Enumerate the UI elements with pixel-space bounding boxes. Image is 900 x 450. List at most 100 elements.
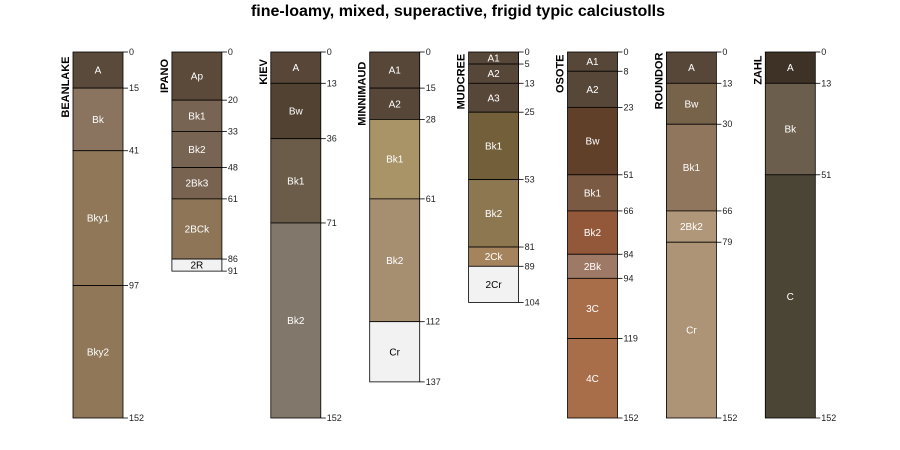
horizon-block: [369, 198, 421, 323]
horizon-block: [567, 253, 618, 279]
horizon-label: A: [292, 63, 299, 74]
horizon-label: Bk2: [584, 228, 602, 239]
depth-label: 152: [129, 413, 144, 423]
horizon-label: Bky1: [87, 214, 110, 225]
horizon-block: [72, 285, 124, 419]
depth-label: 33: [228, 126, 238, 136]
horizon-block: [764, 174, 816, 419]
horizon-label: Bk1: [386, 155, 404, 166]
horizon-label: A2: [389, 99, 402, 110]
horizon-label: Bk1: [683, 163, 701, 174]
depth-label: 48: [228, 163, 238, 173]
horizon-label: Bky2: [87, 347, 110, 358]
horizon-label: A: [95, 66, 102, 77]
horizon-label: Bk2: [386, 256, 404, 267]
depth-label: 0: [228, 47, 233, 57]
depth-label: 0: [624, 47, 629, 57]
horizon-block: [171, 198, 223, 260]
horizon-label: A2: [586, 85, 599, 96]
depth-label: 104: [525, 297, 540, 307]
depth-label: 0: [129, 47, 134, 57]
depth-label: 84: [624, 249, 634, 259]
profile-name: OSOTE: [555, 54, 567, 93]
horizon-block: [171, 99, 223, 132]
soil-profile: A 0 Bk 13 C 51 152 ZAHL: [752, 47, 836, 423]
depth-label: 94: [624, 273, 634, 283]
profile-name: BEANLAKE: [60, 56, 72, 117]
horizon-block: [369, 119, 421, 200]
depth-label: 30: [722, 119, 732, 129]
horizon-block: [72, 87, 124, 152]
horizon-label: 2Bk2: [680, 222, 703, 233]
horizon-label: Cr: [389, 347, 400, 358]
horizon-block: [468, 179, 520, 248]
soil-profile: A1 0 A2 8 Bw 23 Bk1 51 Bk2 66 2Bk 84 3C 94 4C 119 152 OSO…: [555, 47, 639, 423]
horizon-label: Bw: [289, 106, 304, 117]
profile-name: KIEV: [258, 58, 270, 84]
horizon-block: [72, 51, 124, 89]
horizon-block: [468, 265, 520, 303]
depth-label: 89: [525, 261, 535, 271]
horizon-label: 2Bk: [584, 262, 602, 273]
horizon-label: Ap: [191, 72, 204, 83]
horizon-block: [567, 277, 618, 339]
horizon-block: [270, 51, 322, 84]
profile-name: MINNIMAUD: [357, 62, 369, 126]
horizon-label: Bk: [92, 115, 105, 126]
depth-label: 28: [426, 114, 436, 124]
depth-label: 20: [228, 95, 238, 105]
horizon-block: [567, 174, 618, 212]
depth-label: 152: [722, 413, 737, 423]
depth-label: 13: [327, 78, 337, 88]
depth-label: 79: [722, 237, 732, 247]
horizon-label: 2BCk: [185, 224, 210, 235]
horizon-label: A1: [586, 57, 599, 68]
horizon-label: Bk2: [287, 316, 305, 327]
horizon-label: Bk1: [188, 111, 206, 122]
horizon-block: [468, 82, 520, 113]
horizon-label: Bk2: [485, 209, 503, 220]
horizon-block: [764, 51, 816, 84]
horizon-block: [666, 51, 717, 84]
horizon-label: 2Ck: [485, 252, 504, 263]
horizon-block: [567, 70, 618, 108]
horizon-block: [72, 150, 124, 286]
depth-label: 25: [525, 107, 535, 117]
horizon-label: Bk1: [287, 176, 305, 187]
horizon-block: [567, 338, 618, 419]
depth-label: 152: [327, 413, 342, 423]
depth-label: 119: [624, 334, 638, 344]
horizon-block: [171, 167, 223, 200]
horizon-block: [468, 111, 520, 181]
depth-label: 61: [426, 194, 436, 204]
depth-label: 15: [426, 83, 436, 93]
horizon-label: A1: [389, 66, 402, 77]
depth-label: 13: [821, 78, 831, 88]
horizon-block: [369, 51, 421, 89]
horizon-label: Bk2: [188, 145, 206, 156]
soil-profile: A1 0 A2 5 A3 13 Bk1 25 Bk2 53 2Ck 81 2Cr 89 104 MUDCREE: [456, 47, 540, 307]
depth-label: 0: [722, 47, 727, 57]
horizon-block: [171, 51, 223, 101]
profile-name: MUDCREE: [456, 54, 468, 110]
soil-profile: A1 0 A2 15 Bk1 28 Bk2 61 Cr 112 137 MINNIMAUD: [357, 47, 441, 387]
depth-label: 0: [327, 47, 332, 57]
depth-label: 23: [624, 102, 634, 112]
horizon-block: [666, 123, 717, 212]
horizon-label: Bw: [586, 137, 601, 148]
depth-label: 91: [228, 266, 238, 276]
horizon-block: [369, 321, 421, 383]
horizon-label: 4C: [586, 374, 599, 385]
horizon-block: [270, 222, 322, 419]
horizon-label: A: [688, 63, 695, 74]
horizon-block: [567, 106, 618, 176]
depth-label: 137: [426, 377, 441, 387]
depth-label: 15: [129, 83, 139, 93]
depth-label: 8: [624, 66, 629, 76]
horizon-block: [270, 82, 322, 140]
horizon-block: [567, 210, 618, 255]
horizon-block: [171, 258, 223, 272]
depth-label: 152: [821, 413, 836, 423]
horizon-label: 2Cr: [486, 280, 503, 291]
